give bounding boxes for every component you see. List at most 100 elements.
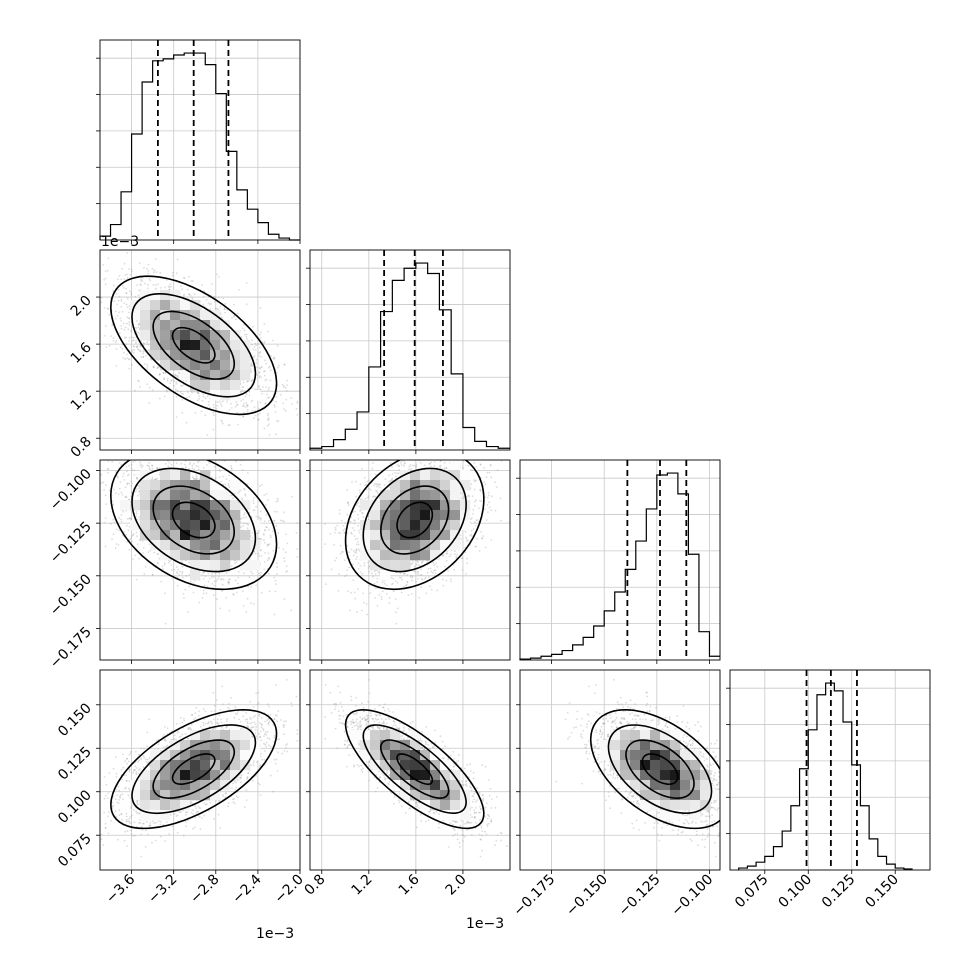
scatter-point [185, 396, 188, 399]
scatter-point [47, 474, 49, 476]
scatter-point [208, 577, 211, 580]
scatter-point [175, 382, 178, 385]
density-cell [220, 320, 231, 331]
scatter-point [135, 510, 138, 513]
scatter-point [128, 323, 131, 326]
scatter-point [228, 408, 231, 411]
scatter-point [246, 405, 249, 408]
scatter-point [142, 552, 145, 554]
scatter-point [134, 295, 137, 298]
density-cell [160, 290, 171, 301]
scatter-point [265, 386, 268, 388]
scatter-point [147, 284, 149, 286]
scatter-point [197, 446, 199, 448]
scatter-point [276, 510, 278, 513]
scatter-point [119, 481, 122, 483]
scatter-point [168, 288, 171, 291]
scatter-point [198, 397, 201, 400]
scatter-point [264, 529, 267, 531]
scatter-point [252, 348, 255, 351]
scatter-point [282, 386, 285, 389]
scatter-point [147, 272, 150, 275]
scatter-point [169, 283, 172, 285]
scatter-point [135, 320, 138, 323]
scatter-point [131, 350, 133, 353]
scatter-point [272, 549, 275, 552]
scatter-point [187, 288, 189, 291]
density-cell [210, 370, 221, 381]
scatter-point [255, 362, 258, 364]
scatter-point [247, 387, 250, 390]
scatter-point [142, 350, 145, 353]
scatter-point [295, 531, 298, 534]
scatter-point [258, 354, 260, 357]
panel-frame [99, 249, 301, 451]
density-cell [230, 350, 241, 361]
scatter-point [151, 574, 154, 576]
scatter-point [167, 285, 170, 288]
scatter-point [123, 287, 125, 289]
density-cell [200, 310, 211, 321]
scatter-point [100, 296, 103, 299]
scatter-point [266, 330, 269, 333]
scatter-point [264, 359, 266, 362]
scatter-point [197, 468, 200, 471]
scatter-point [165, 462, 167, 465]
scatter-point [244, 406, 247, 408]
scatter-point [188, 293, 191, 295]
scatter-point [135, 341, 137, 344]
scatter-point [112, 488, 115, 491]
scatter-point [172, 384, 175, 387]
contour-line [152, 310, 236, 380]
density-cell [200, 320, 211, 331]
scatter-point [220, 405, 223, 407]
scatter-point [270, 355, 272, 357]
scatter-point [217, 296, 220, 299]
density-cell [190, 330, 201, 341]
scatter-point [197, 392, 199, 395]
scatter-point [206, 395, 209, 398]
scatter-point [243, 513, 245, 516]
scatter-point [202, 589, 205, 592]
scatter-point [192, 462, 195, 465]
scatter-point [117, 476, 119, 479]
scatter-point [155, 271, 158, 273]
scatter-point [110, 335, 112, 337]
scatter-point [127, 311, 130, 314]
scatter-point [154, 258, 157, 260]
scatter-point [176, 375, 179, 378]
scatter-point [140, 278, 143, 281]
scatter-point [206, 434, 209, 436]
scatter-point [169, 452, 171, 454]
scatter-point [128, 548, 131, 551]
scatter-point [136, 345, 139, 348]
scatter-point [267, 388, 270, 391]
scatter-point [234, 405, 237, 408]
scatter-point [258, 372, 261, 374]
scatter-point [220, 403, 222, 405]
density-cell [150, 300, 161, 311]
scatter-point [242, 516, 245, 519]
scatter-point [170, 569, 173, 571]
scatter-point [250, 602, 252, 604]
scatter-point [166, 390, 168, 393]
scatter-point [125, 336, 128, 339]
scatter-point [151, 389, 154, 391]
scatter-point [243, 405, 245, 407]
scatter-point [163, 562, 166, 564]
scatter-point [120, 455, 122, 457]
scatter-point [107, 257, 110, 260]
scatter-point [253, 355, 256, 357]
scatter-point [230, 467, 233, 470]
scatter-point [140, 279, 143, 282]
scatter-point [246, 404, 248, 407]
density-cell [170, 360, 181, 371]
scatter-point [250, 363, 253, 366]
scatter-point [158, 374, 161, 376]
scatter-point [257, 418, 260, 421]
density-cell [230, 340, 241, 351]
scatter-point [281, 383, 284, 386]
density-cell [160, 330, 171, 341]
scatter-point [126, 252, 129, 254]
scatter-point [254, 414, 257, 417]
